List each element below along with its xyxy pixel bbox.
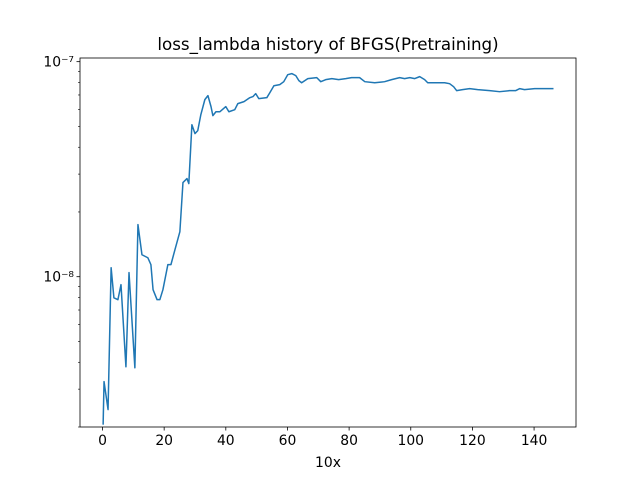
x-tick-label: 40 [217,433,235,449]
x-tick-label: 60 [279,433,297,449]
plot-frame [79,57,577,428]
x-tick-label: 20 [155,433,173,449]
chart-title: loss_lambda history of BFGS(Pretraining) [157,34,498,55]
data-line [102,72,554,425]
y-tick-label: 10⁻⁷ [43,55,74,71]
x-tick-label: 100 [398,433,425,449]
x-tick-label: 140 [521,433,548,449]
x-tick-label: 120 [459,433,486,449]
x-tick-label: 0 [98,433,107,449]
x-axis-label: 10x [315,455,341,471]
x-tick-label: 80 [340,433,358,449]
y-tick-label: 10⁻⁸ [43,270,74,286]
